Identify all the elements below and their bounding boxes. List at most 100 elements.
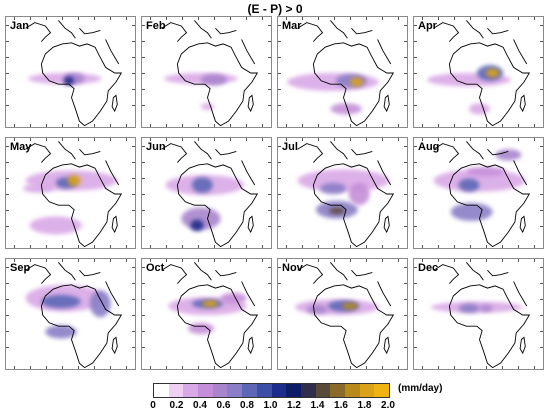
colorbar-segment — [256, 384, 272, 397]
colorbar-segment — [212, 384, 228, 397]
europe-coastline — [105, 281, 120, 307]
madagascar-coastline — [383, 215, 390, 234]
map-panel-oct: Oct — [141, 258, 272, 370]
europe-coastline — [513, 160, 528, 186]
map-panel-dec: Dec — [413, 258, 544, 370]
frame-ticks — [286, 366, 399, 369]
ep-field-blob — [220, 292, 247, 304]
monthly-map-grid: Jan Feb Mar Apr May Jun Jul Aug Sep Oct Nov Dec — [5, 16, 545, 370]
map-panel-aug: Aug — [413, 137, 544, 249]
ep-field-blob — [433, 169, 526, 192]
frame-ticks — [278, 146, 281, 240]
madagascar-coastline — [247, 94, 254, 113]
frame-ticks — [14, 124, 127, 127]
colorbar-tick-label: 1.0 — [263, 400, 278, 411]
frame-ticks — [422, 366, 535, 369]
colorbar-tick-label: 1.4 — [310, 400, 325, 411]
frame-ticks — [14, 17, 127, 20]
month-label: Sep — [10, 262, 31, 274]
europe-coastline — [330, 141, 348, 160]
ep-field-blob — [319, 182, 347, 194]
map-canvas — [161, 141, 259, 248]
europe-coastline — [25, 22, 52, 42]
frame-ticks — [422, 245, 535, 248]
europe-coastline — [194, 141, 212, 160]
frame-ticks — [268, 25, 271, 119]
frame-ticks — [414, 146, 417, 240]
map-canvas — [297, 141, 395, 248]
africa-coastline — [40, 284, 123, 369]
frame-ticks — [132, 25, 135, 119]
map-panel-may: May — [5, 137, 136, 249]
madagascar-coastline — [383, 94, 390, 113]
europe-coastline — [487, 27, 509, 35]
ep-field-blob — [190, 219, 204, 231]
month-label: Aug — [418, 141, 440, 153]
europe-coastline — [351, 269, 373, 277]
europe-coastline — [433, 264, 460, 284]
colorbar-segment — [183, 384, 199, 397]
map-canvas — [433, 141, 531, 248]
frame-ticks — [142, 267, 145, 361]
frame-ticks — [132, 146, 135, 240]
europe-coastline — [241, 39, 256, 65]
europe-coastline — [79, 269, 101, 277]
colorbar-segment — [154, 384, 169, 397]
frame-ticks — [150, 245, 263, 248]
europe-coastline — [161, 22, 188, 42]
ep-field-blob — [23, 183, 55, 193]
europe-coastline — [105, 39, 120, 65]
frame-ticks — [286, 17, 399, 20]
europe-coastline — [215, 148, 237, 156]
ep-field-blob — [41, 294, 81, 309]
europe-coastline — [513, 281, 528, 307]
ep-field-blob — [63, 76, 75, 86]
africa-coastline — [448, 42, 531, 127]
map-panel-jul: Jul — [277, 137, 408, 249]
frame-ticks — [540, 267, 543, 361]
colorbar-segment — [315, 384, 331, 397]
madagascar-coastline — [383, 336, 390, 355]
frame-ticks — [142, 146, 145, 240]
map-panel-jan: Jan — [5, 16, 136, 128]
colorbar-segment — [344, 384, 360, 397]
europe-coastline — [79, 148, 101, 156]
europe-coastline — [215, 27, 237, 35]
frame-ticks — [286, 259, 399, 262]
map-panel-mar: Mar — [277, 16, 408, 128]
colorbar-unit: (mm/day) — [398, 383, 443, 394]
europe-coastline — [215, 269, 237, 277]
frame-ticks — [540, 25, 543, 119]
frame-ticks — [404, 146, 407, 240]
colorbar-tick-label: 1.6 — [334, 400, 348, 411]
month-label: Jun — [146, 141, 166, 153]
africa-coastline — [176, 163, 259, 248]
ep-field-blob — [466, 167, 506, 177]
frame-ticks — [150, 17, 263, 20]
ep-field-blob — [348, 182, 370, 206]
colorbar-segment — [227, 384, 243, 397]
europe-coastline — [194, 262, 212, 281]
frame-ticks — [286, 124, 399, 127]
frame-ticks — [268, 146, 271, 240]
europe-coastline — [433, 143, 460, 163]
ep-field-blob — [191, 177, 213, 193]
map-panel-apr: Apr — [413, 16, 544, 128]
europe-coastline — [58, 141, 76, 160]
map-panel-feb: Feb — [141, 16, 272, 128]
europe-coastline — [466, 20, 484, 39]
frame-ticks — [414, 25, 417, 119]
frame-ticks — [150, 138, 263, 141]
colorbar-segment — [271, 384, 287, 397]
ep-field-blob — [458, 303, 480, 313]
frame-ticks — [14, 245, 127, 248]
europe-coastline — [105, 160, 120, 186]
europe-coastline — [466, 262, 484, 281]
colorbar-segment — [242, 384, 257, 397]
colorbar-tick-label: 0.4 — [193, 400, 207, 411]
europe-coastline — [351, 148, 373, 156]
month-label: Mar — [282, 20, 302, 32]
europe-coastline — [351, 27, 373, 35]
frame-ticks — [14, 138, 127, 141]
frame-ticks — [6, 267, 9, 361]
